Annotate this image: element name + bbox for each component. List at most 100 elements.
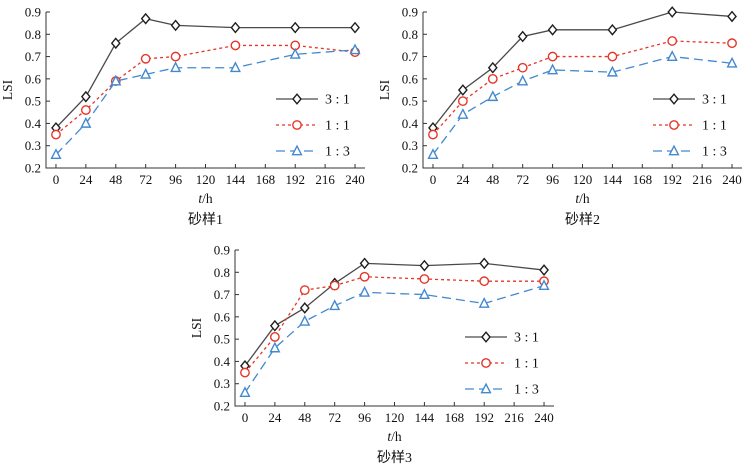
series-marker-2 [547,63,559,75]
y-tick-label: 0.2 [402,161,418,176]
x-tick-label: 144 [603,172,623,187]
x-tick-label: 168 [444,410,464,425]
charts-row-bottom: 0 24 48 72 96 120 144 168 192 216 240 0.2 0.3 0.4 0.5 0… [0,238,754,476]
series-marker-2 [80,116,92,128]
y-tick-label: 0.9 [25,5,41,20]
legend-marker-2 [291,144,303,156]
legend-marker-1 [669,120,679,130]
series-marker-1 [517,62,528,73]
series-marker-2 [666,50,678,61]
x-tick-label: 240 [345,172,365,187]
x-tick-label: 144 [414,410,434,425]
series-marker-0 [418,259,429,272]
legend-marker-2 [479,382,492,394]
series-line-1 [243,276,544,373]
x-tick-label: 0 [53,172,60,187]
series-marker-2 [170,61,182,73]
series-marker-0 [299,302,310,314]
series-marker-0 [350,21,360,34]
series-marker-2 [298,314,310,326]
x-tick-label: 192 [662,172,682,187]
series-marker-1 [269,332,280,342]
series-marker-0 [290,21,301,34]
y-tick-label: 0.6 [402,71,419,86]
x-tick-label: 24 [79,172,93,187]
legend-marker-1 [480,358,491,368]
x-tick-label: 240 [534,410,554,425]
x-tick-label: 216 [504,410,524,425]
legend-label-0: 3 : 1 [514,331,539,346]
series-marker-0 [457,84,468,96]
axes-spines [234,250,554,407]
series-marker-2 [358,285,370,297]
x-tick-label: 192 [285,172,305,187]
x-tick-label: 24 [456,172,470,187]
axes-spines [422,12,742,169]
series-marker-0 [547,23,558,36]
series-marker-2 [289,47,301,59]
y-tick-label: 0.3 [213,376,229,391]
series-marker-0 [269,319,280,332]
chart-caption: 砂样1 [188,212,223,228]
legend-label-1: 1 : 1 [514,357,539,372]
series-line-2 [432,55,733,156]
x-axis-label: t/h [387,429,402,444]
x-tick-label: 24 [268,410,282,425]
y-tick-label: 0.7 [213,287,230,302]
series-line-0 [243,262,544,367]
x-tick-label: 168 [256,172,276,187]
x-tick-label: 120 [573,172,593,187]
chart-sand-sample-3-svg: 0 24 48 72 96 120 144 168 192 216 240 0.2 0.3 0.4 0.5 0… [189,243,554,466]
x-tick-label: 72 [516,172,529,187]
legend-marker-0 [480,331,491,343]
legend-marker-0 [669,93,679,105]
y-tick-label: 0.4 [25,116,42,131]
series-marker-1 [487,73,498,84]
y-tick-label: 0.3 [402,138,418,153]
y-tick-label: 0.4 [402,116,419,131]
series-marker-0 [230,21,241,34]
series-marker-1 [478,276,489,287]
series-marker-0 [110,37,121,50]
series-marker-1 [299,285,310,296]
series-marker-1 [140,53,151,64]
y-tick-label: 0.5 [25,94,41,109]
series-marker-1 [457,96,468,107]
x-tick-label: 0 [430,172,437,187]
legend-label-2: 1 : 3 [702,145,727,160]
series-marker-0 [170,19,181,32]
series-line-0 [432,11,733,129]
series-marker-2 [457,108,469,119]
y-tick-label: 0.7 [25,49,42,64]
legend-marker-0 [292,93,302,105]
series-marker-1 [51,129,61,140]
series-marker-2 [328,299,340,311]
series-marker-2 [418,288,430,299]
y-tick-label: 0.4 [213,354,230,369]
series-marker-0 [607,23,618,36]
x-tick-label: 192 [474,410,494,425]
chart-sand-sample-2: 0 24 48 72 96 120 144 168 192 216 240 0.2 0.3 0.4 0.5 0… [377,0,754,238]
series-marker-1 [80,105,91,115]
y-tick-label: 0.6 [25,71,42,86]
series-marker-1 [239,367,250,378]
y-tick-label: 0.3 [25,138,41,153]
x-tick-label: 72 [139,172,152,187]
x-tick-label: 216 [692,172,712,187]
series-marker-2 [229,61,241,73]
chart-caption: 砂样2 [565,212,600,228]
series-marker-2 [517,74,529,86]
series-line-1 [55,44,356,136]
y-tick-label: 0.5 [402,94,418,109]
chart-sand-sample-1: 0 24 48 72 96 120 144 168 192 216 240 0.2 0.3 0.4 0.5 0… [0,0,377,238]
chart-sand-sample-1-svg: 0 24 48 72 96 120 144 168 192 216 240 0.2 0.3 0.4 0.5 0… [0,5,365,228]
axes-spines [45,12,365,169]
series-marker-0 [667,6,678,18]
legend-label-2: 1 : 3 [514,383,539,398]
x-tick-label: 144 [226,172,246,187]
series-marker-1 [170,51,181,62]
series-marker-2 [427,148,439,160]
y-axis-label: LSI [189,317,204,338]
y-tick-label: 0.8 [402,27,418,42]
